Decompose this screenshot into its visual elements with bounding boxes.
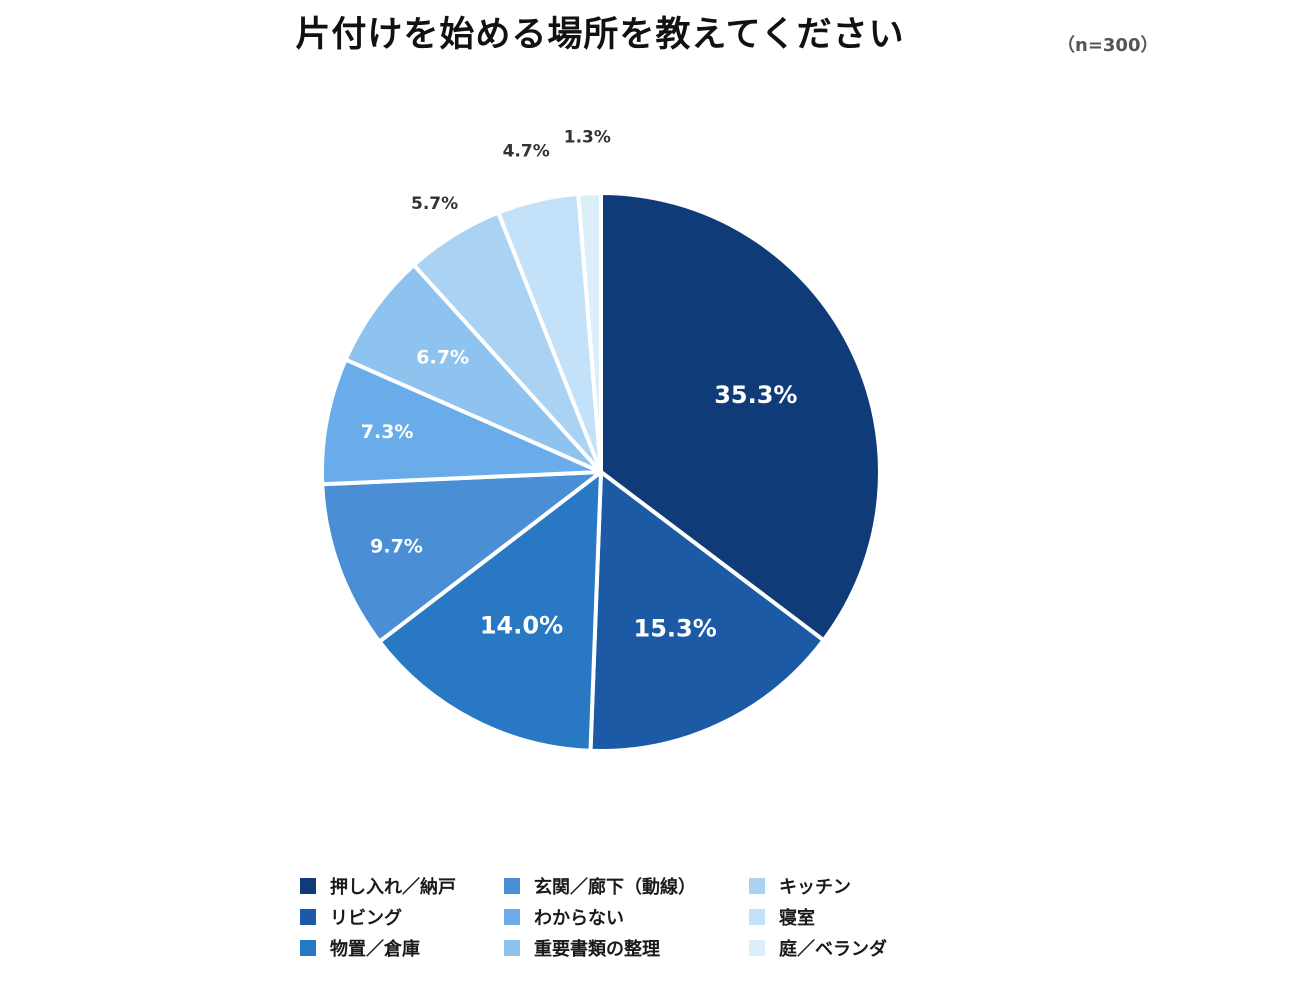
legend-item: 物置／倉庫 xyxy=(300,936,420,960)
pie-data-label: 9.7% xyxy=(370,535,423,557)
pie-data-label: 4.7% xyxy=(503,141,550,161)
legend-item: 寝室 xyxy=(749,905,815,929)
legend-item: わからない xyxy=(504,905,624,929)
chart-title: 片付けを始める場所を教えてください xyxy=(295,15,905,55)
legend-item: 庭／ベランダ xyxy=(749,936,887,960)
pie-slice xyxy=(588,470,826,753)
pie-slices xyxy=(320,191,882,753)
legend-item: 玄関／廊下（動線） xyxy=(504,874,696,898)
legend-swatch xyxy=(504,878,520,894)
legend-swatch xyxy=(749,878,765,894)
sample-size-label: （n=300） xyxy=(1057,35,1159,56)
legend-label: リビング xyxy=(330,908,402,929)
pie-slice xyxy=(343,263,603,474)
pie-data-label: 15.3% xyxy=(634,614,717,642)
legend-label: 重要書類の整理 xyxy=(534,939,660,960)
pie-slice xyxy=(576,191,603,474)
pie-data-label: 14.0% xyxy=(480,612,563,640)
legend-item: 重要書類の整理 xyxy=(504,936,660,960)
legend-swatch xyxy=(749,909,765,925)
legend-label: キッチン xyxy=(779,877,851,898)
pie-data-label: 5.7% xyxy=(411,194,458,214)
legend-label: 押し入れ／納戸 xyxy=(330,877,456,898)
pie-slice xyxy=(377,470,603,753)
pie-data-label: 1.3% xyxy=(564,127,611,147)
legend-item: 押し入れ／納戸 xyxy=(300,874,456,898)
legend-item: キッチン xyxy=(749,874,851,898)
legend-swatch xyxy=(749,940,765,956)
pie-data-labels: 35.3% 15.3% 14.0% 9.7% 7.3% 6.7% 5.7% 4.7% 1.3% xyxy=(361,127,798,642)
legend-label: 寝室 xyxy=(779,908,815,929)
legend-swatch xyxy=(300,940,316,956)
legend-swatch xyxy=(300,878,316,894)
legend-swatch xyxy=(300,909,316,925)
legend-label: 物置／倉庫 xyxy=(330,939,420,960)
legend-item: リビング xyxy=(300,905,402,929)
pie-data-label: 7.3% xyxy=(361,421,414,443)
pie-data-label: 6.7% xyxy=(416,347,469,369)
legend-label: 玄関／廊下（動線） xyxy=(534,877,696,898)
pie-slice xyxy=(320,470,603,644)
legend-swatch xyxy=(504,909,520,925)
pie-data-label: 35.3% xyxy=(714,381,797,409)
pie-slice xyxy=(320,357,603,487)
legend-label: わからない xyxy=(534,908,624,929)
pie-slice xyxy=(599,191,882,643)
legend-label: 庭／ベランダ xyxy=(779,939,887,960)
legend-swatch xyxy=(504,940,520,956)
